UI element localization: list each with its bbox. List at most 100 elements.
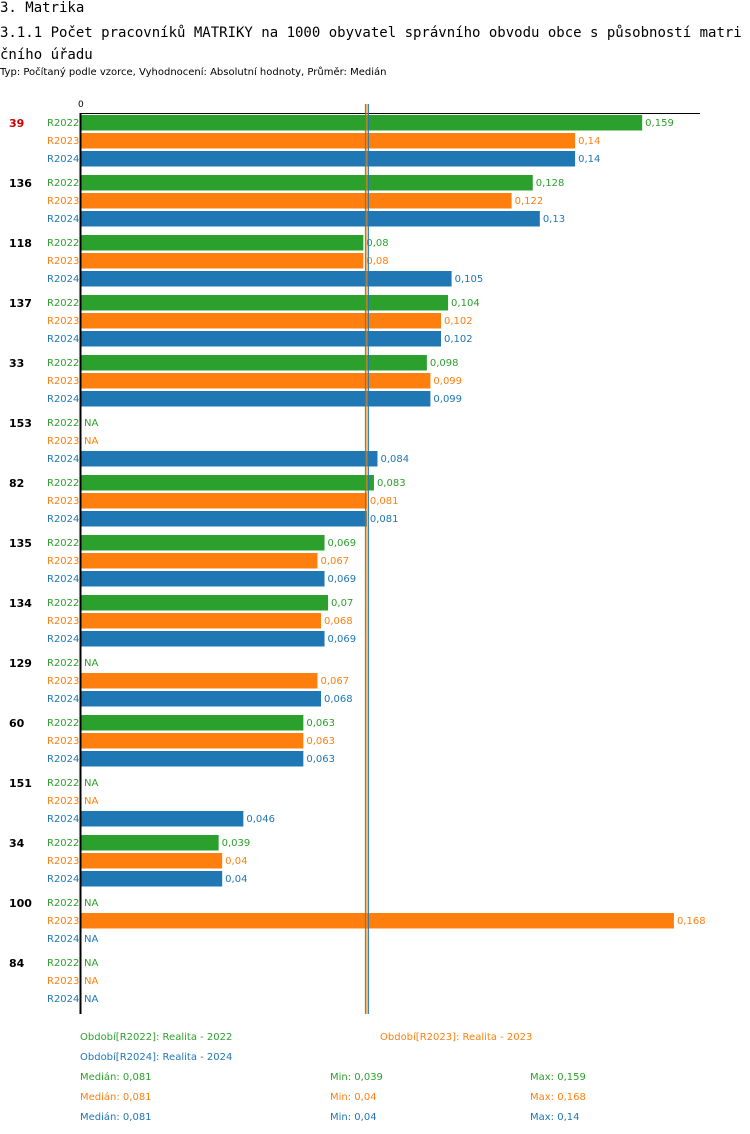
series-label: R2023 — [47, 676, 79, 687]
bar — [81, 331, 441, 347]
series-label: R2023 — [47, 376, 79, 387]
bar — [81, 613, 321, 629]
data-label: 0,081 — [370, 496, 399, 507]
legend-entry: Období[R2023]: Realita - 2023 — [380, 1031, 532, 1043]
category-label: 134 — [9, 597, 32, 610]
data-label: 0,102 — [444, 334, 473, 345]
bar — [81, 571, 325, 587]
data-label: 0,04 — [225, 874, 247, 885]
data-label: 0,08 — [366, 256, 388, 267]
bar — [81, 673, 318, 689]
series-label: R2024 — [47, 574, 79, 585]
category-label: 136 — [9, 177, 32, 190]
series-label: R2024 — [47, 274, 79, 285]
series-label: R2022 — [47, 778, 79, 789]
legend-entry: Období[R2024]: Realita - 2024 — [80, 1051, 232, 1063]
data-label: 0,067 — [320, 676, 349, 687]
bar — [81, 691, 321, 707]
series-label: R2023 — [47, 256, 79, 267]
data-label: 0,039 — [222, 838, 251, 849]
bar — [81, 751, 304, 767]
series-label: R2024 — [47, 634, 79, 645]
data-label: 0,128 — [536, 178, 565, 189]
data-label: 0,069 — [328, 538, 357, 549]
bar — [81, 115, 643, 131]
bar — [81, 595, 329, 611]
category-label: 151 — [9, 777, 32, 790]
series-label: R2023 — [47, 496, 79, 507]
bar — [81, 175, 533, 191]
data-label: 0,067 — [320, 556, 349, 567]
stat-min: Min: 0,04 — [330, 1112, 377, 1123]
stat-max: Max: 0,14 — [530, 1112, 580, 1123]
stat-median: Medián: 0,081 — [80, 1071, 152, 1083]
na-label: NA — [84, 778, 98, 789]
series-label: R2024 — [47, 154, 79, 165]
data-label: 0,102 — [444, 316, 473, 327]
bar — [81, 391, 431, 407]
series-label: R2023 — [47, 976, 79, 987]
category-label: 135 — [9, 537, 32, 550]
bar — [81, 631, 325, 647]
bar — [81, 253, 364, 269]
na-label: NA — [84, 898, 98, 909]
na-label: NA — [84, 418, 98, 429]
data-label: 0,083 — [377, 478, 406, 489]
category-label: 118 — [9, 237, 32, 250]
bar — [81, 811, 244, 827]
bar — [81, 493, 367, 509]
data-label: 0,099 — [433, 394, 462, 405]
series-label: R2023 — [47, 796, 79, 807]
series-label: R2023 — [47, 196, 79, 207]
data-label: 0,099 — [433, 376, 462, 387]
series-label: R2024 — [47, 514, 79, 525]
category-label: 34 — [9, 837, 25, 850]
category-label: 100 — [9, 897, 32, 910]
category-label: 39 — [9, 117, 24, 130]
data-label: 0,063 — [306, 754, 335, 765]
category-label: 60 — [9, 717, 25, 730]
bar — [81, 835, 219, 851]
data-label: 0,081 — [370, 514, 399, 525]
bar — [81, 151, 576, 167]
bar — [81, 193, 512, 209]
series-label: R2022 — [47, 358, 79, 369]
bar — [81, 871, 223, 887]
series-label: R2023 — [47, 136, 79, 147]
stat-median: Medián: 0,081 — [80, 1091, 152, 1103]
series-label: R2024 — [47, 874, 79, 885]
bar — [81, 271, 452, 287]
na-label: NA — [84, 976, 98, 987]
series-label: R2023 — [47, 616, 79, 627]
stat-min: Min: 0,039 — [330, 1072, 383, 1083]
series-label: R2022 — [47, 538, 79, 549]
series-label: R2022 — [47, 238, 79, 249]
data-label: 0,14 — [578, 136, 600, 147]
category-label: 84 — [9, 957, 25, 970]
series-label: R2023 — [47, 316, 79, 327]
na-label: NA — [84, 436, 98, 447]
data-label: 0,098 — [430, 358, 459, 369]
series-label: R2023 — [47, 856, 79, 867]
bar — [81, 535, 325, 551]
data-label: 0,122 — [515, 196, 544, 207]
axis-zero-label: 0 — [78, 100, 84, 110]
na-label: NA — [84, 934, 98, 945]
bar — [81, 451, 378, 467]
data-label: 0,08 — [366, 238, 388, 249]
data-label: 0,105 — [455, 274, 484, 285]
series-label: R2022 — [47, 598, 79, 609]
bar — [81, 295, 449, 311]
data-label: 0,069 — [328, 574, 357, 585]
series-label: R2022 — [47, 898, 79, 909]
data-label: 0,068 — [324, 694, 353, 705]
stat-max: Max: 0,168 — [530, 1092, 586, 1103]
series-label: R2024 — [47, 994, 79, 1005]
data-label: 0,046 — [246, 814, 275, 825]
bar — [81, 475, 374, 491]
bar — [81, 373, 431, 389]
series-label: R2022 — [47, 478, 79, 489]
category-label: 137 — [9, 297, 32, 310]
bar — [81, 235, 364, 251]
